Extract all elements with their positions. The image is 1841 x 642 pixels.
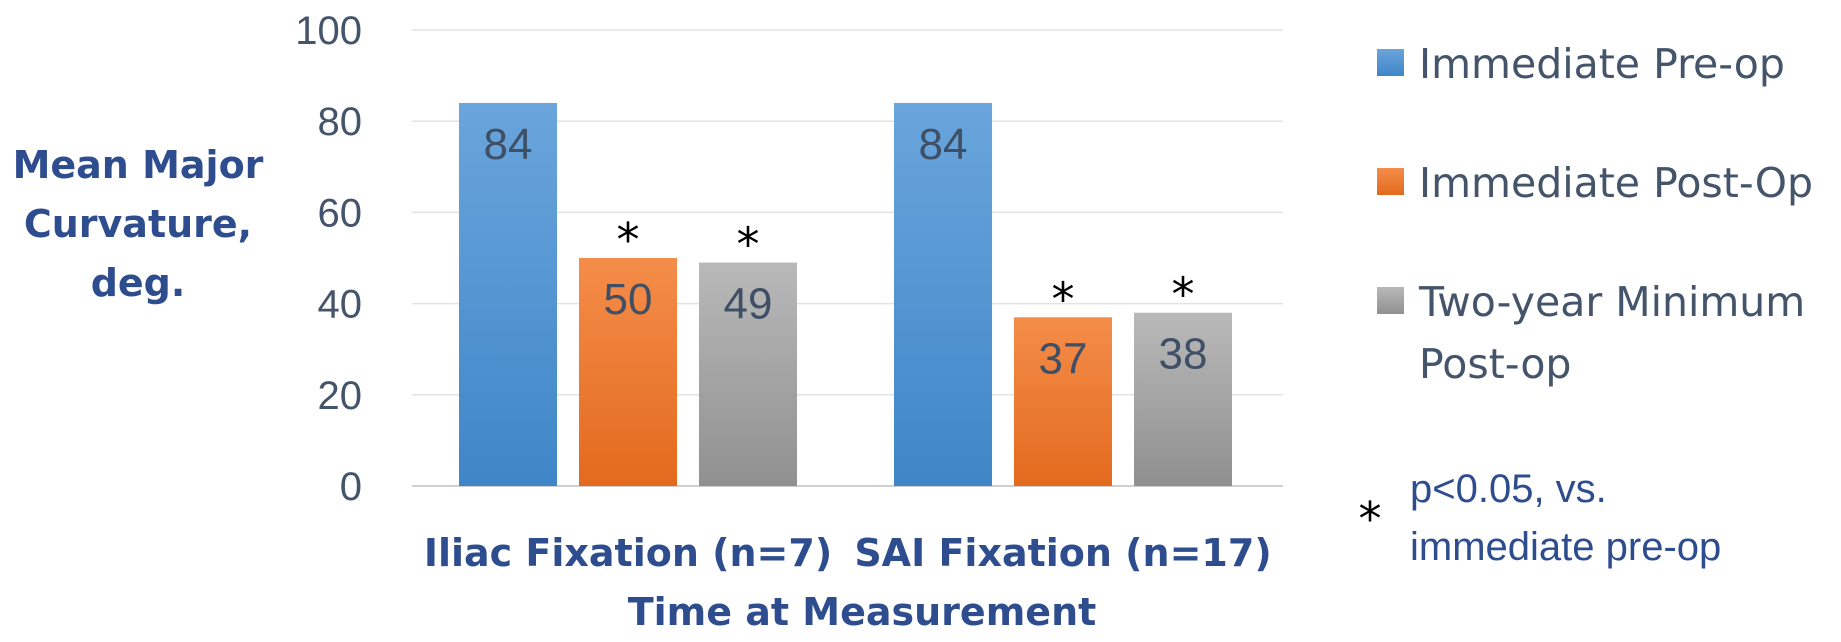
significance-note: * p<0.05, vs. immediate pre-op bbox=[1359, 467, 1722, 569]
bar-value-label: 84 bbox=[484, 120, 533, 169]
legend: Immediate Pre-op Immediate Post-Op Two-yea… bbox=[1377, 40, 1813, 388]
y-tick-label: 60 bbox=[318, 191, 363, 235]
bar bbox=[1014, 317, 1112, 486]
bar-value-label: 50 bbox=[604, 275, 653, 324]
legend-swatch bbox=[1377, 49, 1404, 76]
bars bbox=[459, 102, 1232, 487]
y-axis-ticks: 0 20 40 60 80 100 bbox=[295, 9, 362, 509]
legend-label: Two-year Minimum bbox=[1418, 278, 1805, 326]
significance-note-text: immediate pre-op bbox=[1410, 525, 1721, 569]
data-labels: 84 84 50 * 37 * 49 * 38 * bbox=[484, 120, 1208, 383]
legend-label: Immediate Pre-op bbox=[1419, 40, 1785, 88]
x-axis-title: Time at Measurement bbox=[628, 590, 1097, 634]
legend-swatch bbox=[1377, 168, 1404, 195]
significance-star: * bbox=[1172, 268, 1195, 322]
bar bbox=[579, 258, 677, 486]
significance-star: * bbox=[1052, 272, 1075, 326]
y-axis-title-line: Mean Major bbox=[13, 143, 264, 187]
y-axis-title-line: deg. bbox=[91, 261, 186, 305]
significance-note-marker: * bbox=[1359, 492, 1382, 546]
y-tick-label: 100 bbox=[295, 9, 362, 53]
legend-label: Post-op bbox=[1419, 340, 1571, 388]
x-category-label: SAI Fixation (n=17) bbox=[854, 531, 1271, 575]
significance-note-text: p<0.05, vs. bbox=[1410, 467, 1607, 511]
y-tick-label: 40 bbox=[318, 283, 363, 327]
y-axis-title-line: Curvature, bbox=[24, 202, 252, 246]
bar bbox=[894, 102, 992, 487]
bar-value-label: 84 bbox=[919, 120, 968, 169]
y-tick-label: 80 bbox=[318, 100, 363, 144]
bar-value-label: 37 bbox=[1039, 334, 1088, 383]
y-tick-label: 0 bbox=[340, 465, 362, 509]
legend-swatch bbox=[1377, 287, 1404, 314]
x-category-label: Iliac Fixation (n=7) bbox=[424, 531, 832, 575]
bar bbox=[699, 262, 797, 486]
significance-star: * bbox=[617, 213, 640, 267]
x-axis-categories: Iliac Fixation (n=7) SAI Fixation (n=17) bbox=[424, 531, 1272, 575]
legend-label: Immediate Post-Op bbox=[1419, 159, 1813, 207]
y-tick-label: 20 bbox=[318, 374, 363, 418]
bar bbox=[459, 102, 557, 487]
significance-star: * bbox=[737, 218, 760, 272]
bar-value-label: 49 bbox=[724, 280, 773, 329]
bar bbox=[1134, 312, 1232, 486]
y-axis-title: Mean Major Curvature, deg. bbox=[13, 143, 264, 305]
bar-value-label: 38 bbox=[1159, 330, 1208, 379]
